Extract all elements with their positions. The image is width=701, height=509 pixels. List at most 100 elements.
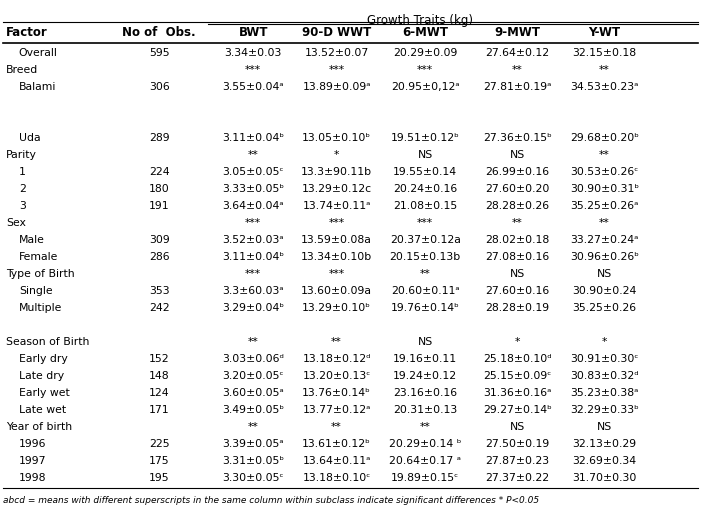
Text: **: **: [512, 218, 523, 228]
Text: 3.31±0.05ᵇ: 3.31±0.05ᵇ: [222, 457, 284, 466]
Text: 3.39±0.05ᵃ: 3.39±0.05ᵃ: [222, 439, 284, 449]
Text: 289: 289: [149, 133, 170, 143]
Text: Late wet: Late wet: [19, 405, 66, 415]
Text: 124: 124: [149, 388, 170, 399]
Text: 27.60±0.20: 27.60±0.20: [485, 184, 550, 194]
Text: 19.51±0.12ᵇ: 19.51±0.12ᵇ: [391, 133, 460, 143]
Text: **: **: [420, 269, 430, 279]
Text: 27.37±0.22: 27.37±0.22: [485, 473, 550, 484]
Text: 595: 595: [149, 48, 170, 58]
Text: 25.18±0.10ᵈ: 25.18±0.10ᵈ: [483, 354, 552, 364]
Text: 3.30±0.05ᶜ: 3.30±0.05ᶜ: [222, 473, 284, 484]
Text: 29.68±0.20ᵇ: 29.68±0.20ᵇ: [570, 133, 639, 143]
Text: 26.99±0.16: 26.99±0.16: [485, 167, 550, 177]
Text: 3.05±0.05ᶜ: 3.05±0.05ᶜ: [222, 167, 284, 177]
Text: 28.02±0.18: 28.02±0.18: [485, 235, 550, 245]
Text: 34.53±0.23ᵃ: 34.53±0.23ᵃ: [570, 82, 639, 92]
Text: 19.24±0.12: 19.24±0.12: [393, 371, 457, 381]
Text: 25.15±0.09ᶜ: 25.15±0.09ᶜ: [483, 371, 552, 381]
Text: 20.24±0.16: 20.24±0.16: [393, 184, 457, 194]
Text: 3.11±0.04ᵇ: 3.11±0.04ᵇ: [222, 252, 284, 262]
Text: 20.29±0.14 ᵇ: 20.29±0.14 ᵇ: [389, 439, 461, 449]
Text: 13.05±0.10ᵇ: 13.05±0.10ᵇ: [302, 133, 371, 143]
Text: NS: NS: [597, 422, 612, 432]
Text: 27.60±0.16: 27.60±0.16: [485, 286, 550, 296]
Text: 21.08±0.15: 21.08±0.15: [393, 201, 457, 211]
Text: 13.60±0.09a: 13.60±0.09a: [301, 286, 372, 296]
Text: 13.29±0.12c: 13.29±0.12c: [301, 184, 372, 194]
Text: 32.13±0.29: 32.13±0.29: [572, 439, 637, 449]
Text: NS: NS: [510, 422, 525, 432]
Text: ***: ***: [417, 65, 433, 75]
Text: 27.50±0.19: 27.50±0.19: [485, 439, 550, 449]
Text: 20.60±0.11ᵃ: 20.60±0.11ᵃ: [391, 286, 460, 296]
Text: 3.64±0.04ᵃ: 3.64±0.04ᵃ: [222, 201, 284, 211]
Text: 13.18±0.10ᶜ: 13.18±0.10ᶜ: [302, 473, 371, 484]
Text: **: **: [247, 422, 259, 432]
Text: Season of Birth: Season of Birth: [6, 337, 90, 347]
Text: 13.89±0.09ᵃ: 13.89±0.09ᵃ: [302, 82, 371, 92]
Text: NS: NS: [418, 337, 433, 347]
Text: Early wet: Early wet: [19, 388, 69, 399]
Text: **: **: [599, 65, 610, 75]
Text: 3.55±0.04ᵃ: 3.55±0.04ᵃ: [222, 82, 284, 92]
Text: 13.34±0.10b: 13.34±0.10b: [301, 252, 372, 262]
Text: 20.31±0.13: 20.31±0.13: [393, 405, 457, 415]
Text: NS: NS: [510, 150, 525, 160]
Text: ***: ***: [245, 269, 261, 279]
Text: 90-D WWT: 90-D WWT: [302, 26, 372, 39]
Text: 13.59±0.08a: 13.59±0.08a: [301, 235, 372, 245]
Text: 35.25±0.26: 35.25±0.26: [572, 303, 637, 313]
Text: Breed: Breed: [6, 65, 39, 75]
Text: 3.03±0.06ᵈ: 3.03±0.06ᵈ: [222, 354, 284, 364]
Text: 3.60±0.05ᵃ: 3.60±0.05ᵃ: [222, 388, 284, 399]
Text: 31.70±0.30: 31.70±0.30: [572, 473, 637, 484]
Text: NS: NS: [597, 269, 612, 279]
Text: Multiple: Multiple: [19, 303, 62, 313]
Text: 27.64±0.12: 27.64±0.12: [485, 48, 550, 58]
Text: 13.77±0.12ᵃ: 13.77±0.12ᵃ: [302, 405, 371, 415]
Text: 13.64±0.11ᵃ: 13.64±0.11ᵃ: [302, 457, 371, 466]
Text: No of  Obs.: No of Obs.: [123, 26, 196, 39]
Text: 20.64±0.17 ᵃ: 20.64±0.17 ᵃ: [389, 457, 461, 466]
Text: Male: Male: [19, 235, 45, 245]
Text: Single: Single: [19, 286, 53, 296]
Text: Growth Traits (kg): Growth Traits (kg): [367, 14, 473, 27]
Text: 191: 191: [149, 201, 170, 211]
Text: **: **: [512, 65, 523, 75]
Text: BWT: BWT: [238, 26, 268, 39]
Text: ***: ***: [245, 65, 261, 75]
Text: 20.37±0.12a: 20.37±0.12a: [390, 235, 461, 245]
Text: 27.81±0.19ᵃ: 27.81±0.19ᵃ: [483, 82, 552, 92]
Text: Early dry: Early dry: [19, 354, 67, 364]
Text: 19.89±0.15ᶜ: 19.89±0.15ᶜ: [391, 473, 459, 484]
Text: 175: 175: [149, 457, 170, 466]
Text: 31.36±0.16ᵃ: 31.36±0.16ᵃ: [483, 388, 552, 399]
Text: Parity: Parity: [6, 150, 37, 160]
Text: 286: 286: [149, 252, 170, 262]
Text: 152: 152: [149, 354, 170, 364]
Text: 29.27±0.14ᵇ: 29.27±0.14ᵇ: [483, 405, 552, 415]
Text: 30.96±0.26ᵇ: 30.96±0.26ᵇ: [570, 252, 639, 262]
Text: 3.33±0.05ᵇ: 3.33±0.05ᵇ: [222, 184, 284, 194]
Text: 13.74±0.11ᵃ: 13.74±0.11ᵃ: [302, 201, 371, 211]
Text: 32.29±0.33ᵇ: 32.29±0.33ᵇ: [570, 405, 639, 415]
Text: 13.76±0.14ᵇ: 13.76±0.14ᵇ: [302, 388, 371, 399]
Text: 180: 180: [149, 184, 170, 194]
Text: 13.3±90.11b: 13.3±90.11b: [301, 167, 372, 177]
Text: 2: 2: [19, 184, 26, 194]
Text: abcd = means with different superscripts in the same column within subclass indi: abcd = means with different superscripts…: [3, 496, 539, 505]
Text: 27.08±0.16: 27.08±0.16: [485, 252, 550, 262]
Text: 195: 195: [149, 473, 170, 484]
Text: 19.76±0.14ᵇ: 19.76±0.14ᵇ: [391, 303, 460, 313]
Text: 148: 148: [149, 371, 170, 381]
Text: 3.3±60.03ᵃ: 3.3±60.03ᵃ: [222, 286, 284, 296]
Text: 309: 309: [149, 235, 170, 245]
Text: 28.28±0.26: 28.28±0.26: [485, 201, 550, 211]
Text: ***: ***: [329, 269, 345, 279]
Text: **: **: [599, 218, 610, 228]
Text: *: *: [334, 150, 339, 160]
Text: **: **: [331, 422, 342, 432]
Text: 171: 171: [149, 405, 170, 415]
Text: 13.20±0.13ᶜ: 13.20±0.13ᶜ: [302, 371, 371, 381]
